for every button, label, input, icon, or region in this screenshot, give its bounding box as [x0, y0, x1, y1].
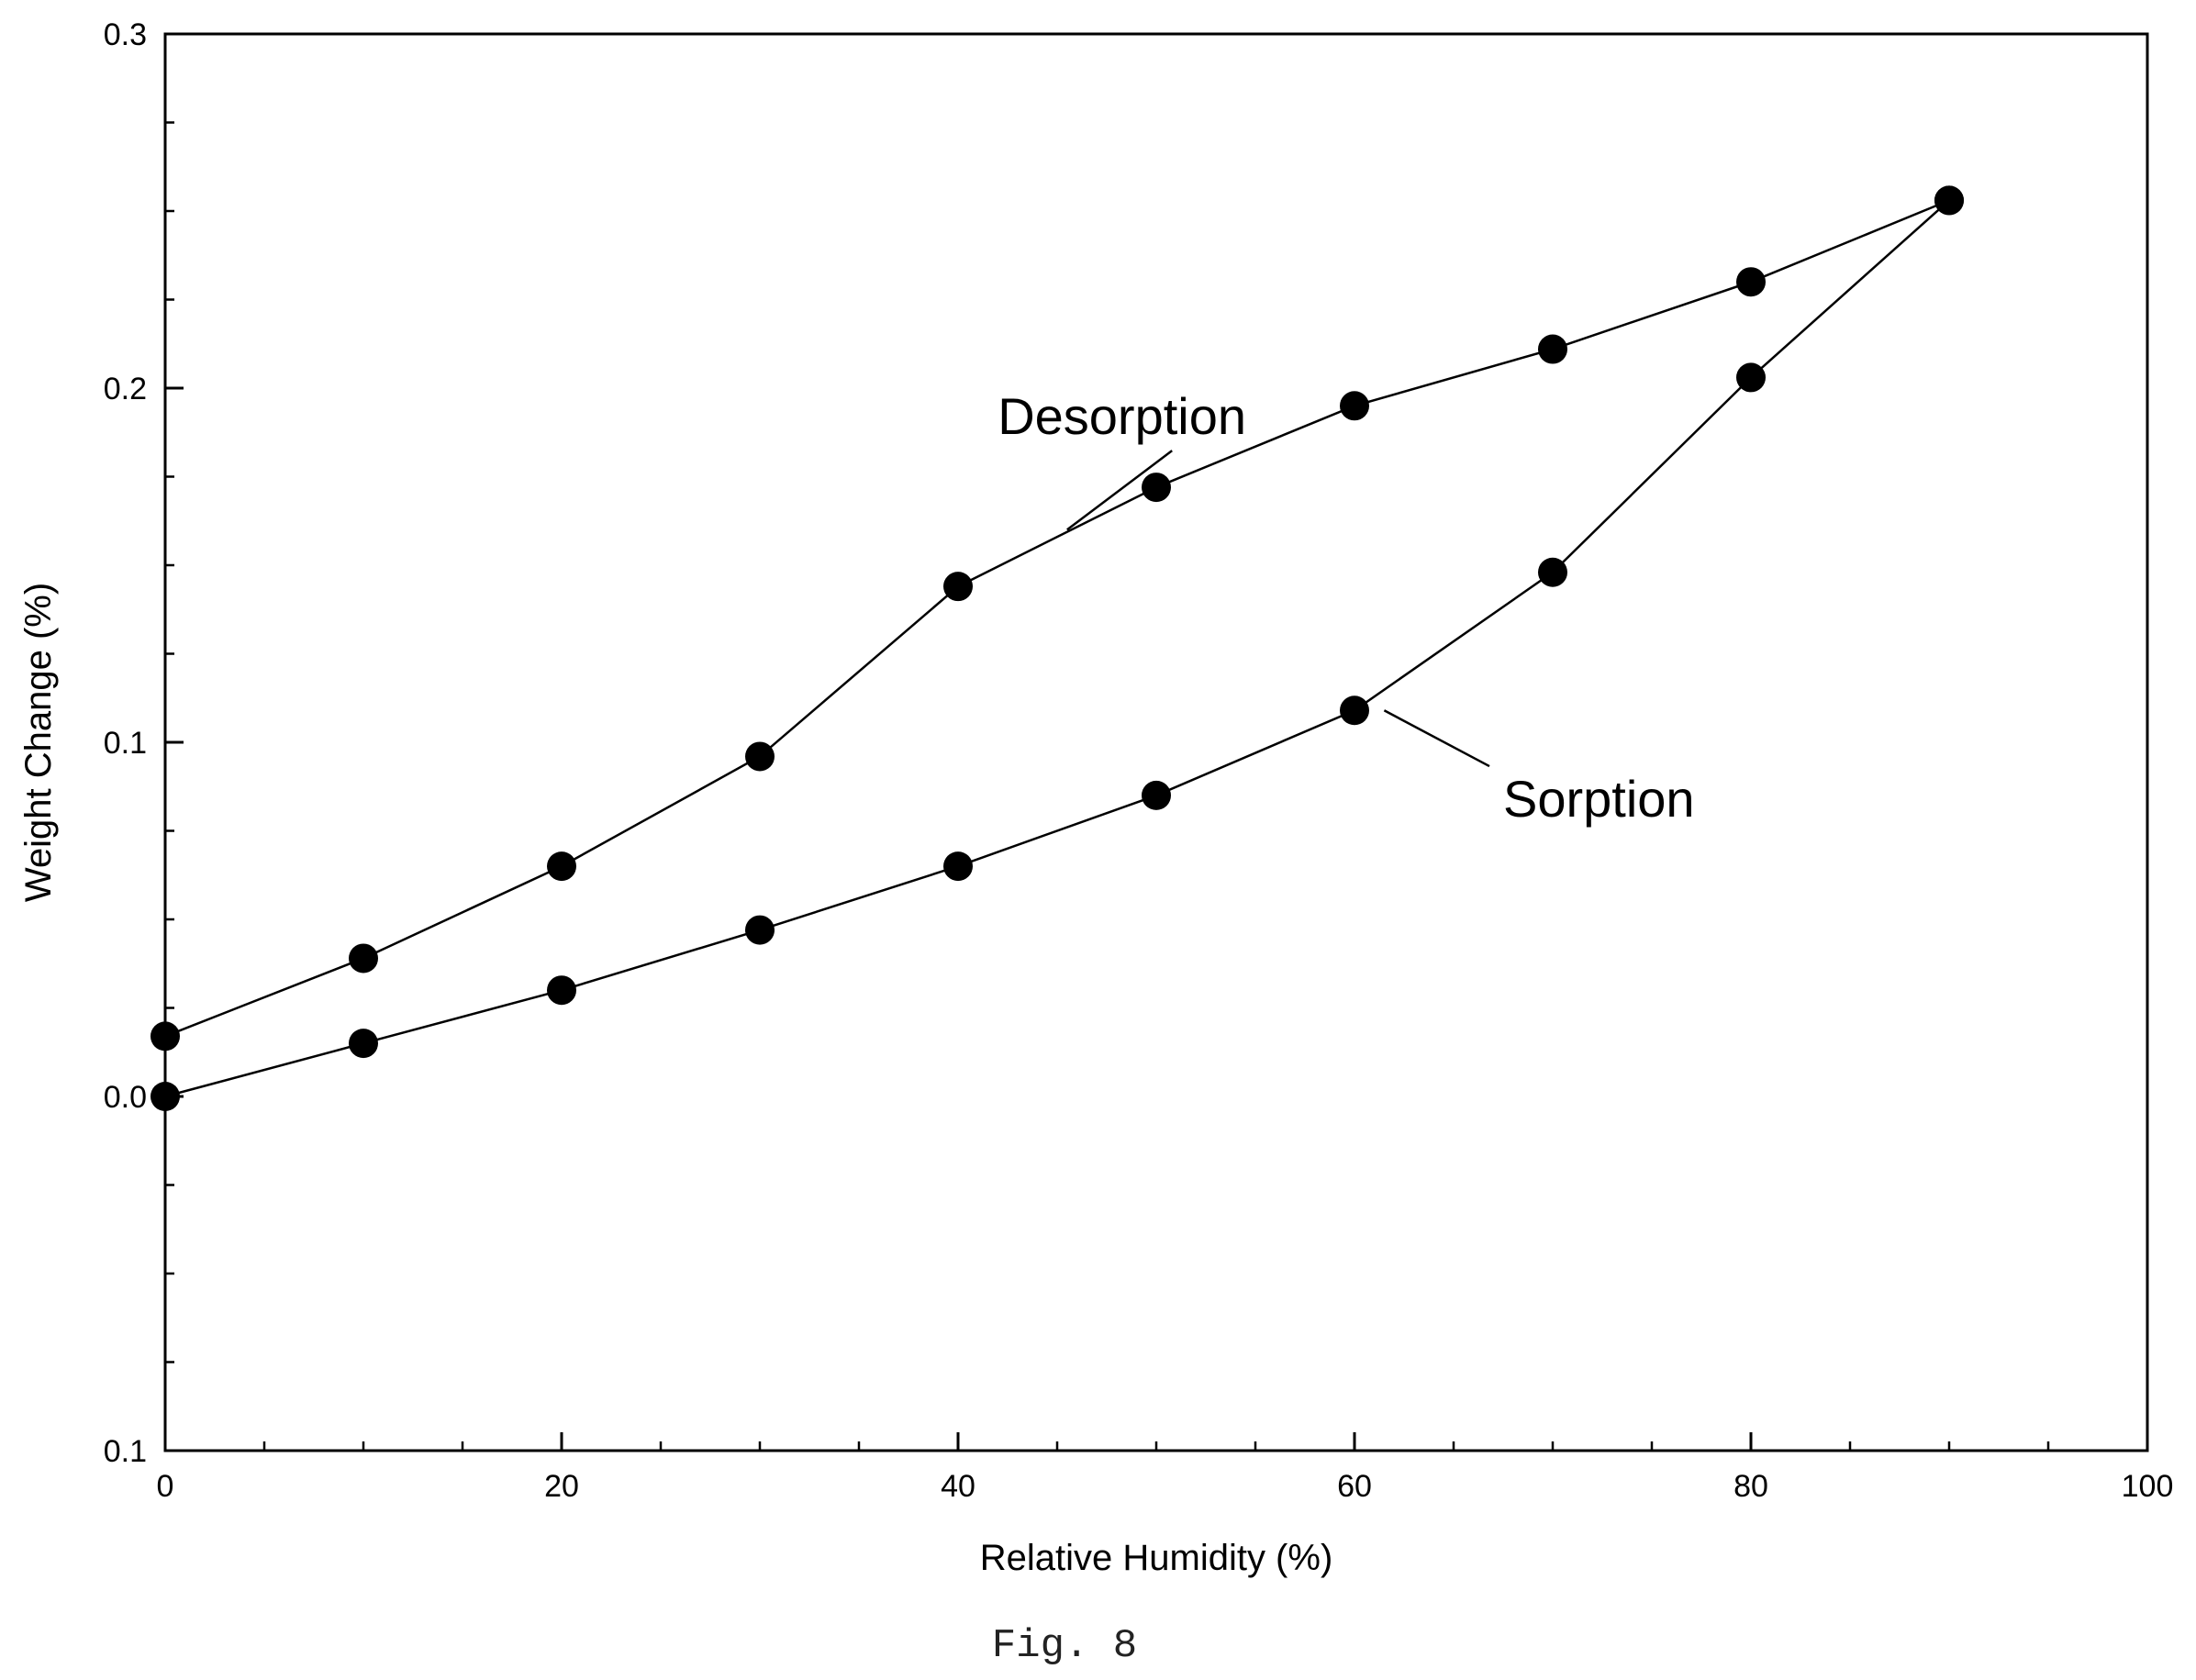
series-lines: [164, 199, 1950, 1098]
minor-ticks: [163, 32, 2149, 1452]
data-point-sorption: [547, 975, 576, 1006]
data-point-sorption: [1142, 780, 1171, 810]
annotation-leader: [1383, 709, 1490, 768]
y-tick-label: 0.0: [104, 1080, 147, 1115]
data-point-sorption: [1934, 185, 1964, 216]
data-point-desorption: [349, 943, 378, 974]
y-tick-label: 0.3: [104, 17, 147, 52]
data-point-desorption: [1142, 473, 1171, 503]
series-line-sorption: [164, 199, 1950, 1098]
annotation-leader: [1066, 450, 1173, 531]
y-tick-label: 0.1: [104, 1434, 147, 1469]
data-point-desorption: [1538, 334, 1567, 364]
data-point-desorption: [547, 851, 576, 882]
annotation-label: Desorption: [998, 387, 1246, 445]
figure-caption: Fig. 8: [992, 1623, 1137, 1669]
data-point-sorption: [1538, 557, 1567, 587]
x-tick-label: 80: [1733, 1469, 1768, 1504]
x-tick-label: 100: [2122, 1469, 2174, 1504]
x-tick-label: 20: [544, 1469, 579, 1504]
data-point-desorption: [943, 572, 973, 602]
data-point-sorption: [943, 851, 973, 882]
plot-frame: [163, 32, 2149, 1452]
data-point-desorption: [1340, 391, 1369, 421]
x-tick-label: 40: [941, 1469, 975, 1504]
x-tick-label: 0: [157, 1469, 174, 1504]
data-point-sorption: [1340, 695, 1369, 726]
y-tick-label: 0.1: [104, 726, 147, 761]
data-point-desorption: [1736, 267, 1766, 297]
x-axis-title: Relative Humidity (%): [980, 1538, 1333, 1578]
annotation-label: Sorption: [1503, 770, 1695, 828]
tick-labels: 0 20 40 60 80 100 0.1 0.0 0.1 0.2 0.3: [104, 17, 2174, 1504]
data-point-sorption: [745, 915, 775, 945]
data-point-desorption: [745, 741, 775, 772]
major-ticks: [163, 32, 2149, 1452]
series-line-desorption: [164, 199, 1950, 1038]
y-axis-title: Weight Change (%): [18, 583, 59, 902]
y-tick-label: 0.2: [104, 372, 147, 406]
x-tick-label: 60: [1337, 1469, 1372, 1504]
data-point-sorption: [349, 1029, 378, 1059]
series-markers: [150, 185, 1964, 1111]
annotations: Desorption Sorption: [998, 387, 1694, 828]
data-point-sorption: [1736, 362, 1766, 393]
